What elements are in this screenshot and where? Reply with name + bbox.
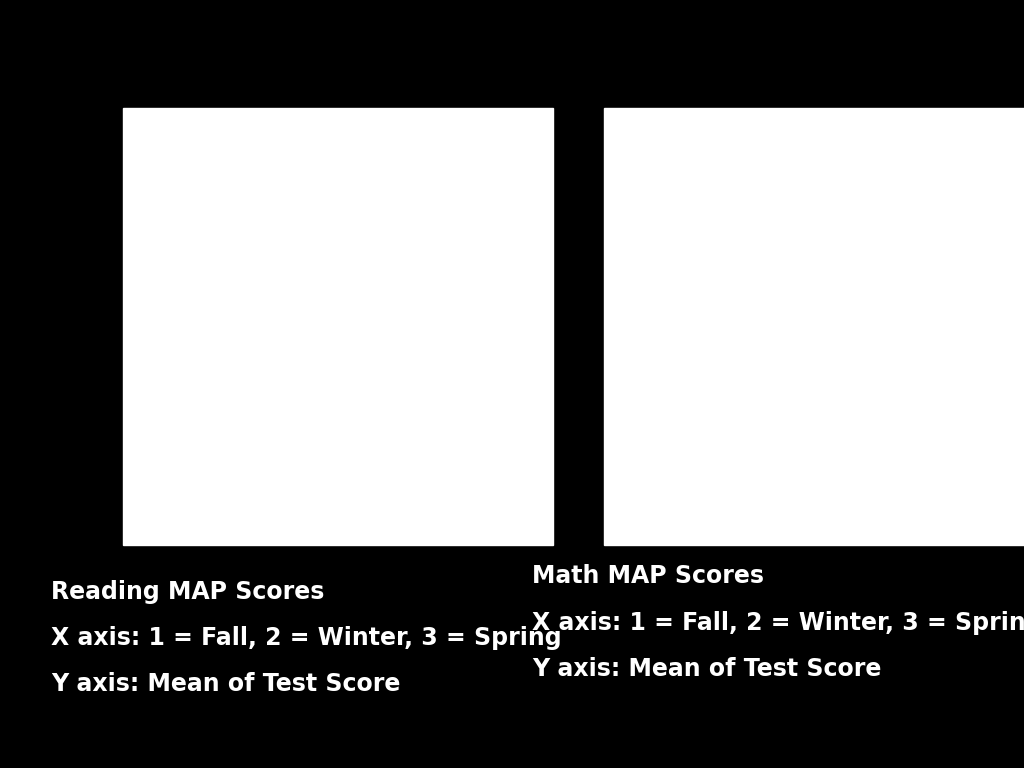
Y-axis label: Estimated Marginal Means: Estimated Marginal Means: [66, 260, 79, 416]
Text: Y axis: Mean of Test Score: Y axis: Mean of Test Score: [532, 657, 882, 680]
Text: Reading MAP Scores: Reading MAP Scores: [51, 580, 325, 604]
Title: Estimated Marginal Means of MEASURE_1: Estimated Marginal Means of MEASURE_1: [148, 120, 425, 133]
Title: Estimated Marginal Means of MEASURE_1: Estimated Marginal Means of MEASURE_1: [630, 120, 906, 133]
Legend: GIRLS, IC + GIRLS, CF + Girls, none: GIRLS, IC + GIRLS, CF + Girls, none: [446, 138, 547, 223]
Text: Math MAP Scores: Math MAP Scores: [532, 564, 765, 588]
X-axis label: Time: Time: [749, 563, 787, 577]
Text: X axis: 1 = Fall, 2 = Winter, 3 = Spring: X axis: 1 = Fall, 2 = Winter, 3 = Spring: [532, 611, 1024, 634]
X-axis label: Time: Time: [267, 563, 306, 577]
Text: X axis: 1 = Fall, 2 = Winter, 3 = Spring: X axis: 1 = Fall, 2 = Winter, 3 = Spring: [51, 626, 562, 650]
Legend: GIRLS, IC + GIRLS, CF + Girls, none: GIRLS, IC + GIRLS, CF + Girls, none: [928, 138, 1024, 223]
Y-axis label: Estimated Marginal Means: Estimated Marginal Means: [547, 260, 560, 416]
Text: Y axis: Mean of Test Score: Y axis: Mean of Test Score: [51, 672, 400, 696]
